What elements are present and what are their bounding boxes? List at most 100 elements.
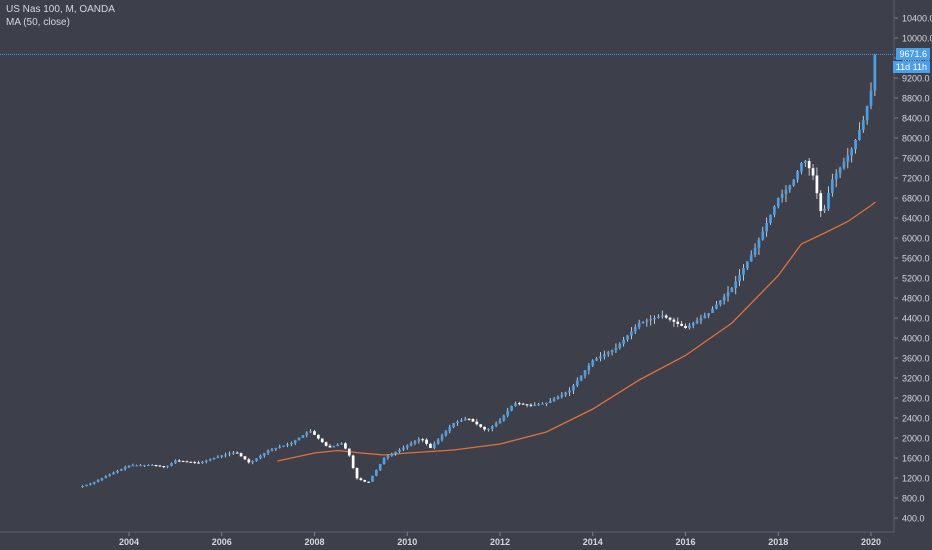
candle-up	[834, 173, 838, 180]
candle-down	[320, 438, 324, 443]
candle-up	[228, 453, 231, 455]
candle-up	[123, 467, 127, 470]
candle-up	[405, 445, 409, 448]
candle-up	[757, 239, 761, 248]
candle-down	[344, 443, 347, 449]
candle-up	[769, 214, 772, 223]
symbol-legend[interactable]: US Nas 100, M, OANDA	[6, 4, 115, 15]
candle-up	[537, 404, 540, 406]
candle-down	[197, 462, 200, 464]
candle-up	[92, 481, 96, 484]
candle-down	[347, 448, 351, 456]
candle-up	[456, 421, 459, 423]
candle-up	[796, 171, 799, 180]
candle-up	[842, 161, 846, 168]
candle-up	[803, 160, 807, 163]
candle-up	[869, 90, 873, 106]
x-tick-label: 2016	[675, 537, 695, 547]
y-tick-label: 4000.0	[902, 334, 930, 344]
candle-up	[599, 356, 602, 359]
y-tick-label: 8000.0	[902, 134, 930, 144]
candle-up	[784, 189, 788, 194]
candle-up	[201, 461, 204, 463]
candle-down	[479, 424, 483, 427]
candle-up	[591, 360, 595, 366]
candle-up	[89, 483, 92, 485]
candle-down	[668, 317, 672, 320]
candle-up	[336, 444, 340, 447]
candle-down	[525, 404, 529, 406]
candle-up	[494, 423, 498, 427]
candle-up	[212, 458, 216, 460]
candle-up	[81, 486, 84, 488]
last-price-label: 9671.6	[896, 48, 930, 61]
candle-up	[286, 444, 289, 446]
x-tick-label: 2006	[212, 537, 232, 547]
indicator-legend[interactable]: MA (50, close)	[6, 17, 70, 28]
candle-up	[602, 354, 606, 357]
candle-up	[564, 392, 568, 395]
candle-down	[185, 461, 189, 463]
candle-up	[174, 460, 177, 464]
candle-up	[610, 350, 614, 353]
x-tick-label: 2020	[861, 537, 881, 547]
candle-up	[255, 458, 258, 461]
candle-up	[660, 315, 664, 317]
candle-up	[289, 443, 293, 445]
candle-down	[247, 459, 251, 463]
moving-average-layer	[277, 201, 876, 462]
candle-down	[363, 480, 367, 482]
candle-down	[193, 462, 197, 464]
candle-down	[425, 439, 428, 444]
candle-down	[177, 460, 181, 462]
candle-down	[811, 168, 815, 176]
candle-up	[653, 318, 656, 320]
candle-up	[143, 465, 146, 467]
candle-up	[780, 193, 784, 198]
x-tick-label: 2012	[490, 537, 510, 547]
candle-up	[108, 474, 112, 477]
candle-up	[637, 323, 641, 328]
candle-up	[850, 149, 854, 156]
candle-up	[622, 339, 626, 344]
candle-up	[545, 403, 548, 404]
candle-up	[730, 288, 734, 293]
y-tick-label: 3600.0	[902, 354, 930, 364]
y-tick-label: 800.0	[902, 494, 925, 504]
candle-down	[421, 439, 425, 441]
y-tick-label: 2000.0	[902, 434, 930, 444]
candle-up	[119, 469, 123, 471]
candle-up	[560, 394, 564, 397]
time-axis[interactable]: 2004 2006 2008 2010 2012 2014 2016 2018 2020	[119, 532, 881, 547]
candle-up	[398, 449, 401, 452]
candle-up	[270, 449, 274, 451]
y-tick-label: 10000.0	[902, 34, 932, 44]
candle-down	[162, 466, 166, 468]
candle-up	[765, 223, 769, 232]
candle-up	[278, 446, 282, 448]
candle-down	[181, 460, 185, 462]
candle-up	[865, 105, 869, 120]
candle-up	[548, 400, 552, 403]
candle-up	[858, 130, 861, 140]
candle-up	[448, 427, 452, 432]
candle-up	[116, 470, 119, 473]
candle-up	[378, 463, 382, 470]
candle-up	[587, 365, 591, 371]
y-tick-label: 5200.0	[902, 274, 930, 284]
candles-layer	[81, 54, 877, 488]
candle-up	[749, 254, 753, 262]
candle-up	[502, 415, 506, 421]
candle-down	[355, 468, 359, 479]
candle-up	[224, 454, 227, 456]
candle-up	[761, 231, 765, 240]
candle-up	[734, 281, 738, 288]
candle-down	[467, 418, 471, 420]
candle-up	[332, 446, 336, 448]
candle-down	[235, 452, 239, 454]
candle-up	[150, 465, 154, 466]
candle-down	[471, 419, 475, 422]
x-tick-label: 2014	[583, 537, 603, 547]
